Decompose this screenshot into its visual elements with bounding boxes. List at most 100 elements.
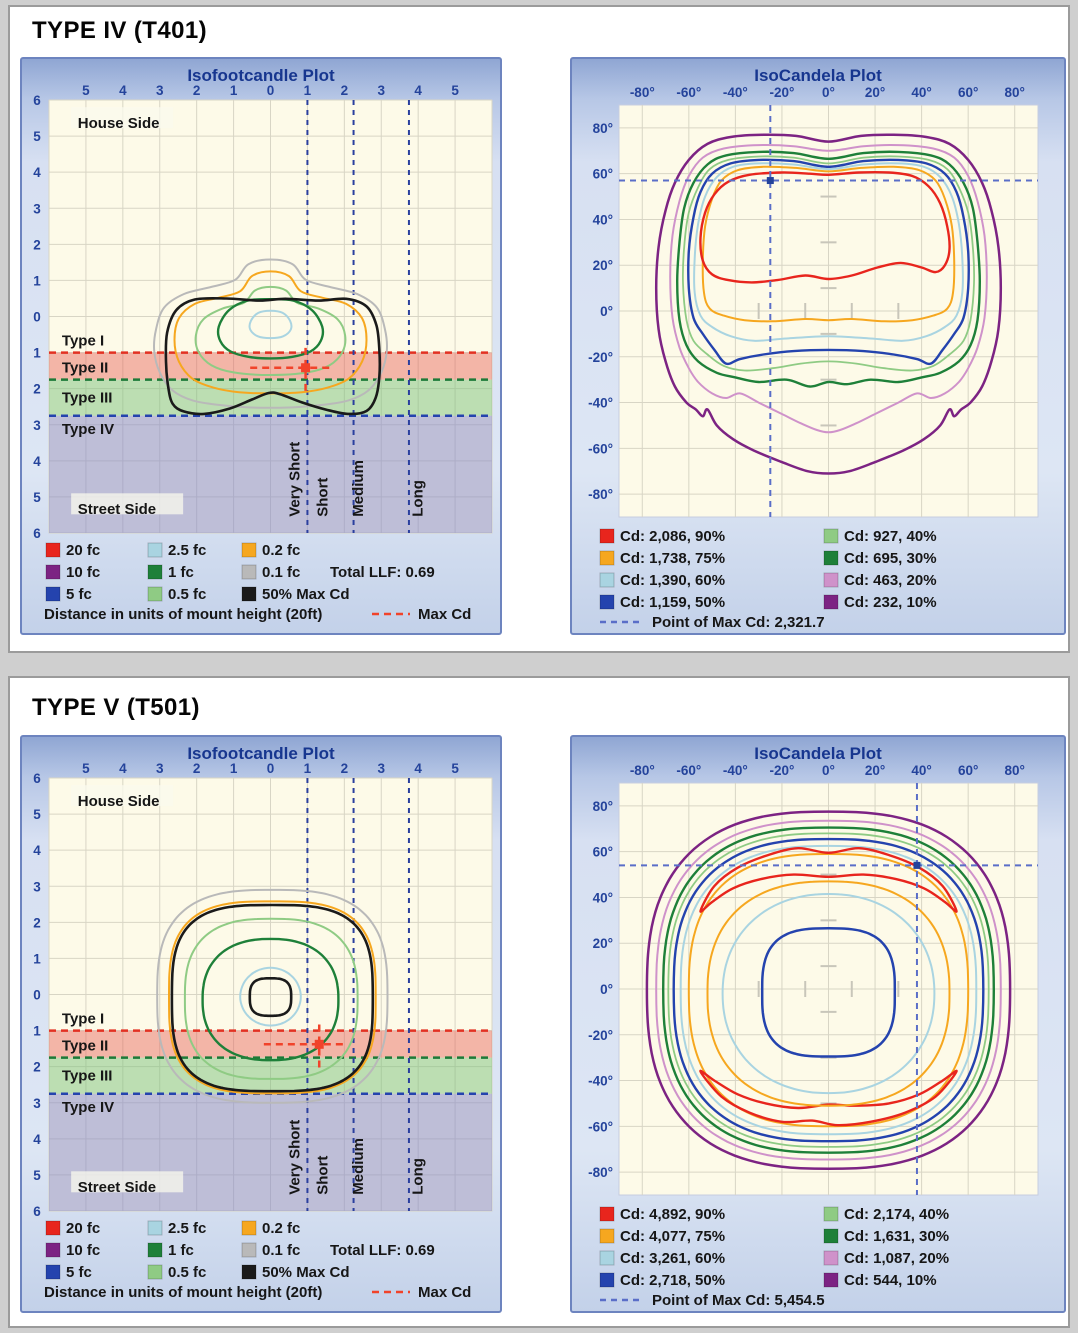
legend-label: Cd: 695, 30% <box>844 550 937 567</box>
y-tick-label: 6 <box>33 771 41 786</box>
legend-label: 1 fc <box>168 564 194 581</box>
y-tick-label: -80° <box>588 1165 613 1180</box>
panel-title: TYPE IV (T401) <box>32 17 207 44</box>
x-tick-label: -40° <box>723 85 748 100</box>
legend-label: 50% Max Cd <box>262 1264 350 1281</box>
legend-label: 50% Max Cd <box>262 586 350 603</box>
plot-title: Isofootcandle Plot <box>187 66 335 85</box>
x-tick-label: 2 <box>193 761 201 776</box>
y-tick-label: -40° <box>588 396 613 411</box>
y-tick-label: 1 <box>33 951 41 966</box>
x-tick-label: 3 <box>377 761 385 776</box>
y-tick-label: 4 <box>33 165 41 180</box>
legend-swatch-orange <box>599 550 615 566</box>
legend-swatch-orange <box>241 1220 257 1236</box>
legend-swatch-black <box>241 1264 257 1280</box>
x-tick-label: 1 <box>230 83 238 98</box>
x-tick-label: -40° <box>723 763 748 778</box>
contour-blue <box>760 927 897 1058</box>
y-tick-label: 1 <box>33 273 41 288</box>
legend-label: Cd: 2,718, 50% <box>620 1272 725 1289</box>
legend-label: Cd: 1,390, 60% <box>620 572 725 589</box>
y-tick-label: 3 <box>33 1096 41 1111</box>
y-tick-label: -20° <box>588 1028 613 1043</box>
isofootcandle-plot: Isofootcandle Plot 5 4 3 2 1 0 1 2 3 4 5 6 5 4 3 2 1 0 1 2 3 4… <box>20 57 502 635</box>
isocandela-svg: IsoCandela Plot -80° -60° -40° -20° 0° 20° 40° 6… <box>588 744 1039 1309</box>
legend-swatch-gray <box>241 1242 257 1258</box>
legend-label: Cd: 1,738, 75% <box>620 550 725 567</box>
legend-swatch-pink <box>823 1250 839 1266</box>
legend-swatch-cyan <box>147 1220 163 1236</box>
x-tick-label: 40° <box>911 763 931 778</box>
throw-label: Very Short <box>286 1120 303 1195</box>
isocandela-plot: IsoCandela Plot -80° -60° -40° -20° 0° 20° 40° 6… <box>570 57 1066 635</box>
panel-title: TYPE V (T501) <box>32 694 200 721</box>
x-tick-label: 60° <box>958 763 978 778</box>
y-tick-label: 80° <box>593 799 613 814</box>
max-cd-legend-label: Max Cd <box>418 606 471 623</box>
x-tick-label: 1 <box>230 761 238 776</box>
contour-cyan <box>239 966 302 1027</box>
y-tick-label: 80° <box>593 121 613 136</box>
y-tick-label: 2 <box>33 237 41 252</box>
legend-label: 2.5 fc <box>168 1220 206 1237</box>
panel-type-iv: TYPE IV (T401) Isofootcandle Plot 5 4 3 2 1 0 1… <box>8 5 1070 653</box>
legend-label: 0.5 fc <box>168 1264 206 1281</box>
contour-cyan <box>679 844 978 1136</box>
y-tick-label: 6 <box>33 1204 41 1219</box>
x-tick-label: 80° <box>1005 85 1025 100</box>
x-tick-label: -60° <box>676 85 701 100</box>
y-tick-label: 2 <box>33 382 41 397</box>
y-tick-label: 4 <box>33 1132 41 1147</box>
contour-gray <box>156 888 389 1104</box>
legend-label: 0.1 fc <box>262 1242 300 1259</box>
x-tick-label: 1 <box>304 83 312 98</box>
y-tick-label: 4 <box>33 454 41 469</box>
x-tick-label: 4 <box>414 83 422 98</box>
legend-swatch-purple <box>45 564 61 580</box>
contour-orange <box>706 880 951 1107</box>
legend-label: 0.2 fc <box>262 1220 300 1237</box>
legend-swatch-gray <box>241 564 257 580</box>
legend-swatch-blue <box>45 1264 61 1280</box>
total-llf-label: Total LLF: 0.69 <box>330 1242 435 1259</box>
house-side-label: House Side <box>78 115 160 132</box>
contour-dkgreen <box>662 826 995 1154</box>
throw-label: Medium <box>350 460 367 517</box>
y-tick-label: 3 <box>33 201 41 216</box>
zone-label: Type I <box>62 332 104 349</box>
isocandela-svg: IsoCandela Plot -80° -60° -40° -20° 0° 20° 40° 6… <box>588 66 1039 631</box>
x-tick-label: 0 <box>267 761 275 776</box>
contour-dkgreen <box>676 150 981 388</box>
street-side-chip <box>71 1171 184 1193</box>
contour-orange <box>687 853 970 1128</box>
contour-black <box>170 903 375 1093</box>
legend-swatch-ltgreen <box>823 528 839 544</box>
contour-red <box>699 846 958 913</box>
y-tick-label: 0 <box>33 310 41 325</box>
y-tick-label: 5 <box>33 129 41 144</box>
legend-label: Cd: 4,077, 75% <box>620 1228 725 1245</box>
legend-label: Cd: 927, 40% <box>844 528 937 545</box>
legend-label: 0.5 fc <box>168 586 206 603</box>
y-tick-label: 5 <box>33 1168 41 1183</box>
panel-type-v: TYPE V (T501) Isofootcandle Plot 5 4 3 2 1 0 1 2… <box>8 676 1070 1328</box>
legend-swatch-dkgreen <box>823 550 839 566</box>
y-tick-label: -60° <box>588 441 613 456</box>
zone-band-type-iii <box>49 379 492 416</box>
legend-label: 5 fc <box>66 1264 92 1281</box>
legend-label: 0.1 fc <box>262 564 300 581</box>
contour-dkgreen <box>216 297 325 360</box>
y-tick-label: 3 <box>33 418 41 433</box>
legend-label: Cd: 232, 10% <box>844 594 937 611</box>
y-tick-label: 4 <box>33 843 41 858</box>
legend-label: Cd: 1,159, 50% <box>620 594 725 611</box>
x-tick-label: 2 <box>193 83 201 98</box>
contour-gray <box>153 258 388 409</box>
zone-label: Type I <box>62 1010 104 1027</box>
footnote-label: Distance in units of mount height (20ft) <box>44 1284 322 1301</box>
legend-swatch-red <box>599 528 615 544</box>
x-tick-label: 5 <box>82 761 90 776</box>
zone-label: Type III <box>62 1067 113 1084</box>
